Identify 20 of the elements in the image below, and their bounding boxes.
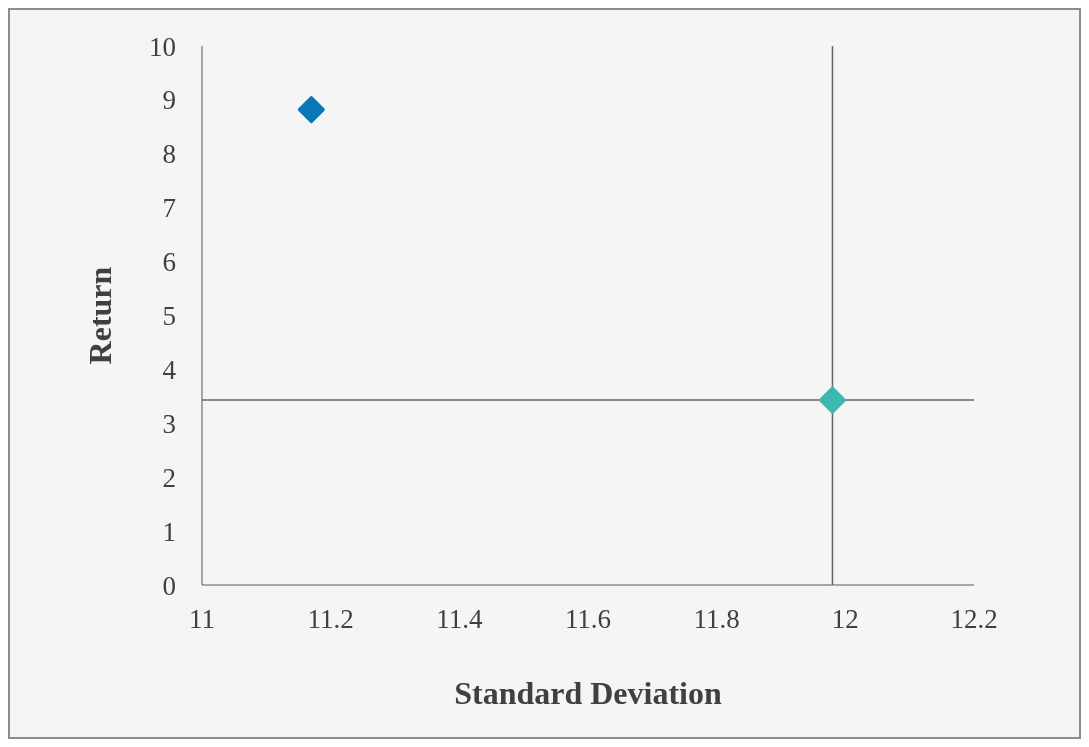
y-tick-label: 4 (162, 354, 177, 385)
y-tick-label: 9 (162, 85, 176, 116)
y-tick-label: 5 (162, 301, 176, 332)
x-axis-title: Standard Deviation (454, 675, 722, 711)
x-tick-label: 11 (189, 604, 215, 635)
x-tick-label: 11.6 (564, 604, 612, 635)
x-tick-label: 12.2 (950, 604, 998, 635)
y-tick-label: 0 (162, 570, 176, 601)
y-tick-label: 6 (162, 247, 176, 278)
x-tick-label: 11.8 (693, 604, 740, 635)
x-tick-label: 11.2 (307, 604, 354, 635)
y-tick-label: 3 (162, 408, 176, 439)
x-tick-label: 11.4 (436, 604, 483, 635)
y-axis-title: Return (82, 266, 119, 365)
x-tick-label: 12 (831, 604, 859, 635)
y-tick-label: 2 (162, 462, 176, 493)
y-tick-label: 7 (162, 193, 176, 224)
y-tick-label: 1 (162, 516, 176, 547)
y-tick-label: 10 (149, 31, 176, 62)
y-tick-label: 8 (162, 139, 176, 170)
